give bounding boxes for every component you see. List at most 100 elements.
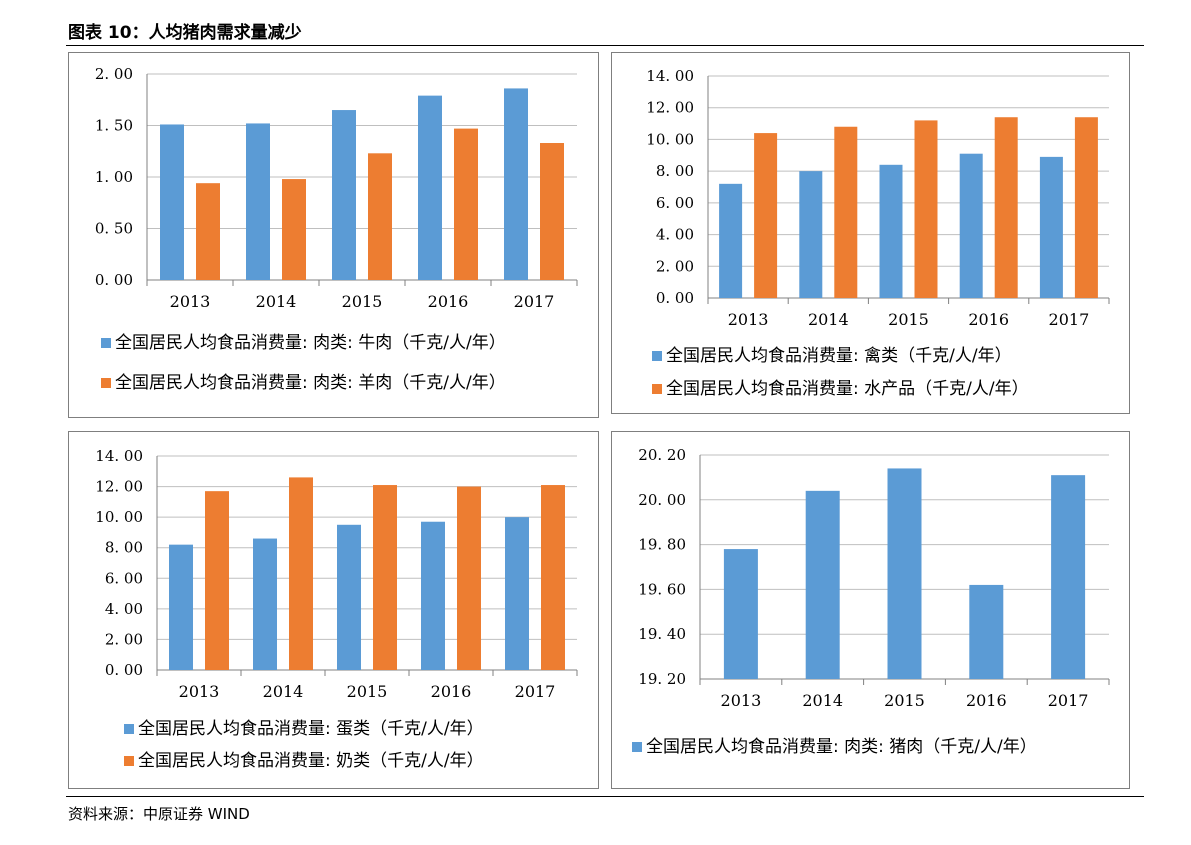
- y-tick-label: 4. 00: [656, 226, 694, 244]
- bar-2016-series-2: [994, 117, 1018, 298]
- bar-2015-series-2: [368, 153, 392, 280]
- bar-2013-series-2: [205, 491, 229, 670]
- chart-poultry-aquatic: 0. 00 2. 00 4. 00 6. 00 8. 00 10. 00 12. 00 14.…: [611, 52, 1130, 414]
- y-tick-label: 1. 50: [95, 117, 133, 135]
- bar-2015-series-2: [914, 120, 938, 299]
- chart-svg: 19. 20 19. 40 19. 60 19. 80 20. 00 20. 20 2013…: [632, 446, 1110, 757]
- bar-2013-series-2: [196, 183, 220, 280]
- legend-swatch: [101, 338, 111, 348]
- bar-2016-series-2: [457, 486, 481, 670]
- legend-swatch: [652, 351, 662, 361]
- bar-2015-series-1: [887, 468, 922, 679]
- chart-egg-milk: 0. 00 2. 00 4. 00 6. 00 8. 00 10. 00 12. 00 14.…: [68, 431, 599, 789]
- bar-2016-series-2: [454, 128, 478, 280]
- y-tick-label: 0. 50: [95, 220, 133, 238]
- x-tick-label: 2017: [514, 292, 555, 311]
- bar-2017-series-2: [541, 485, 565, 670]
- x-tick-label: 2014: [256, 292, 297, 311]
- y-tick-label: 20. 00: [638, 491, 686, 509]
- y-tick-label: 6. 00: [656, 194, 694, 212]
- legend-swatch: [124, 724, 134, 734]
- x-tick-label: 2015: [347, 682, 388, 701]
- y-tick-label: 19. 20: [638, 670, 686, 688]
- bar-2017-series-1: [505, 517, 529, 670]
- x-tick-label: 2017: [1049, 310, 1090, 329]
- y-tick-label: 8. 00: [656, 162, 694, 180]
- chart-svg: 0. 00 0. 50 1. 00 1. 50 2. 00 2013 2014 2015 201…: [95, 65, 578, 393]
- x-tick-label: 2014: [808, 310, 849, 329]
- bar-2014-series-1: [246, 123, 270, 280]
- bar-2013-series-1: [719, 183, 743, 298]
- x-tick-label: 2017: [1048, 691, 1089, 710]
- legend-label: 全国居民人均食品消费量: 肉类: 牛肉（千克/人/年）: [115, 333, 506, 353]
- legend-swatch: [652, 384, 662, 394]
- y-tick-label: 0. 00: [656, 289, 694, 307]
- y-tick-label: 19. 40: [638, 625, 686, 643]
- bar-2014-series-1: [805, 490, 840, 679]
- source-note: 资料来源：中原证券 WIND: [68, 805, 250, 823]
- y-tick-label: 4. 00: [105, 600, 143, 618]
- figure-title: 图表 10：人均猪肉需求量减少: [68, 23, 302, 43]
- bar-2016-series-1: [959, 153, 983, 298]
- x-tick-label: 2015: [888, 310, 929, 329]
- bar-2014-series-2: [289, 477, 313, 670]
- y-tick-label: 12. 00: [646, 99, 694, 117]
- bar-2017-series-2: [1074, 117, 1098, 298]
- bar-2015-series-2: [373, 485, 397, 670]
- bar-2016-series-1: [421, 521, 445, 670]
- legend-label: 全国居民人均食品消费量: 禽类（千克/人/年）: [666, 346, 1012, 366]
- y-tick-label: 0. 00: [105, 661, 143, 679]
- bar-2015-series-1: [879, 164, 903, 298]
- bar-2013-series-2: [754, 133, 778, 298]
- x-tick-label: 2016: [428, 292, 469, 311]
- x-tick-label: 2016: [966, 691, 1007, 710]
- x-tick-label: 2016: [431, 682, 472, 701]
- y-tick-label: 6. 00: [105, 569, 143, 587]
- bar-2014-series-2: [282, 179, 306, 280]
- y-tick-label: 2. 00: [105, 630, 143, 648]
- bar-2017-series-1: [1039, 156, 1063, 298]
- legend-label: 全国居民人均食品消费量: 奶类（千克/人/年）: [138, 751, 484, 771]
- top-rule: [66, 45, 1144, 46]
- x-tick-label: 2013: [179, 682, 220, 701]
- bar-2013-series-1: [160, 124, 184, 280]
- bar-2013-series-1: [723, 549, 758, 679]
- x-tick-label: 2013: [721, 691, 762, 710]
- bar-2016-series-1: [969, 584, 1004, 679]
- chart-beef-mutton: 0. 00 0. 50 1. 00 1. 50 2. 00 2013 2014 2015 201…: [68, 52, 599, 418]
- y-tick-label: 0. 00: [95, 271, 133, 289]
- y-tick-label: 20. 20: [638, 446, 686, 464]
- y-tick-label: 19. 60: [638, 580, 686, 598]
- bar-2014-series-1: [799, 171, 823, 298]
- legend-swatch: [124, 756, 134, 766]
- x-tick-label: 2014: [263, 682, 304, 701]
- x-tick-label: 2015: [342, 292, 383, 311]
- bar-2015-series-1: [337, 524, 361, 670]
- bar-2017-series-2: [540, 143, 564, 280]
- bar-2015-series-1: [332, 110, 356, 280]
- bar-2017-series-1: [1051, 475, 1086, 679]
- bar-2016-series-1: [418, 95, 442, 280]
- y-tick-label: 2. 00: [95, 65, 133, 83]
- y-tick-label: 14. 00: [95, 447, 143, 465]
- y-tick-label: 1. 00: [95, 168, 133, 186]
- bar-2014-series-2: [834, 126, 858, 298]
- x-tick-label: 2014: [802, 691, 843, 710]
- y-tick-label: 10. 00: [646, 130, 694, 148]
- chart-svg: 0. 00 2. 00 4. 00 6. 00 8. 00 10. 00 12. 00 14.…: [95, 447, 578, 771]
- y-tick-label: 8. 00: [105, 539, 143, 557]
- chart-svg: 0. 00 2. 00 4. 00 6. 00 8. 00 10. 00 12. 00 14.…: [646, 67, 1110, 399]
- x-tick-label: 2015: [884, 691, 925, 710]
- legend-label: 全国居民人均食品消费量: 水产品（千克/人/年）: [666, 379, 1029, 399]
- legend-swatch: [632, 742, 642, 752]
- bottom-rule: [66, 796, 1144, 797]
- legend-label: 全国居民人均食品消费量: 肉类: 羊肉（千克/人/年）: [115, 373, 506, 393]
- chart-pork: 19. 20 19. 40 19. 60 19. 80 20. 00 20. 20 2013…: [611, 431, 1130, 789]
- x-tick-label: 2013: [170, 292, 211, 311]
- y-tick-label: 10. 00: [95, 508, 143, 526]
- bar-2017-series-1: [504, 88, 528, 280]
- legend-label: 全国居民人均食品消费量: 蛋类（千克/人/年）: [138, 719, 484, 739]
- y-tick-label: 14. 00: [646, 67, 694, 85]
- bar-2013-series-1: [169, 544, 193, 670]
- legend-swatch: [101, 378, 111, 388]
